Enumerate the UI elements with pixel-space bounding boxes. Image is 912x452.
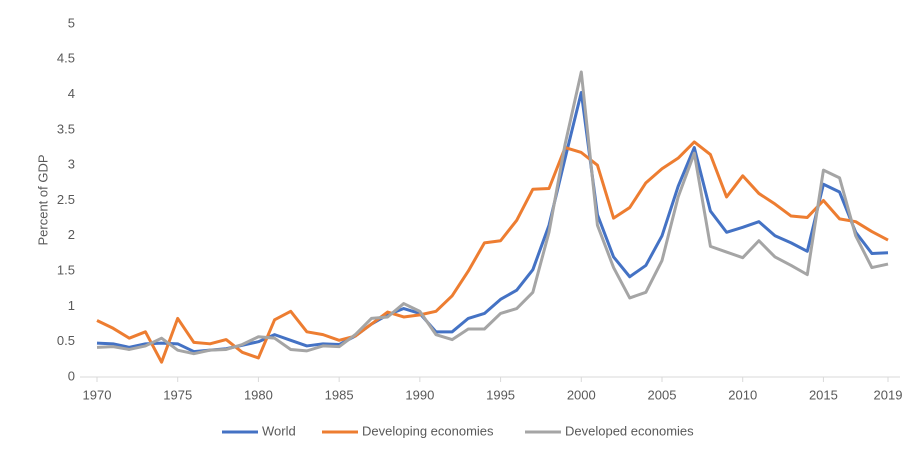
x-tick-label: 1995 [486, 387, 515, 402]
x-tick-label: 1970 [83, 387, 112, 402]
x-tick-label: 2015 [809, 387, 838, 402]
y-tick-label: 3.5 [57, 121, 75, 136]
y-tick-label: 0 [68, 368, 75, 383]
data-line [96, 70, 889, 356]
y-tick-label: 2 [68, 227, 75, 242]
y-tick-label: 1 [68, 298, 75, 313]
legend-label: Developing economies [362, 423, 494, 438]
x-tick-label: 2000 [567, 387, 596, 402]
y-tick-label: 2.5 [57, 192, 75, 207]
y-tick-label: 5 [68, 15, 75, 30]
data-line [96, 140, 889, 364]
x-tick-label: 1985 [325, 387, 354, 402]
x-tick-label: 1975 [163, 387, 192, 402]
y-tick-label: 1.5 [57, 263, 75, 278]
y-tick-label: 0.5 [57, 333, 75, 348]
x-tick-label: 2010 [728, 387, 757, 402]
x-tick-label: 2005 [648, 387, 677, 402]
data-line [96, 90, 889, 354]
y-tick-label: 4 [68, 86, 75, 101]
y-tick-label: 4.5 [57, 51, 75, 66]
x-tick-label: 2019 [874, 387, 903, 402]
y-tick-label: 3 [68, 157, 75, 172]
legend-label: World [262, 423, 296, 438]
y-axis-label: Percent of GDP [35, 154, 50, 245]
x-tick-label: 1990 [405, 387, 434, 402]
legend-label: Developed economies [565, 423, 694, 438]
x-tick-label: 1980 [244, 387, 273, 402]
